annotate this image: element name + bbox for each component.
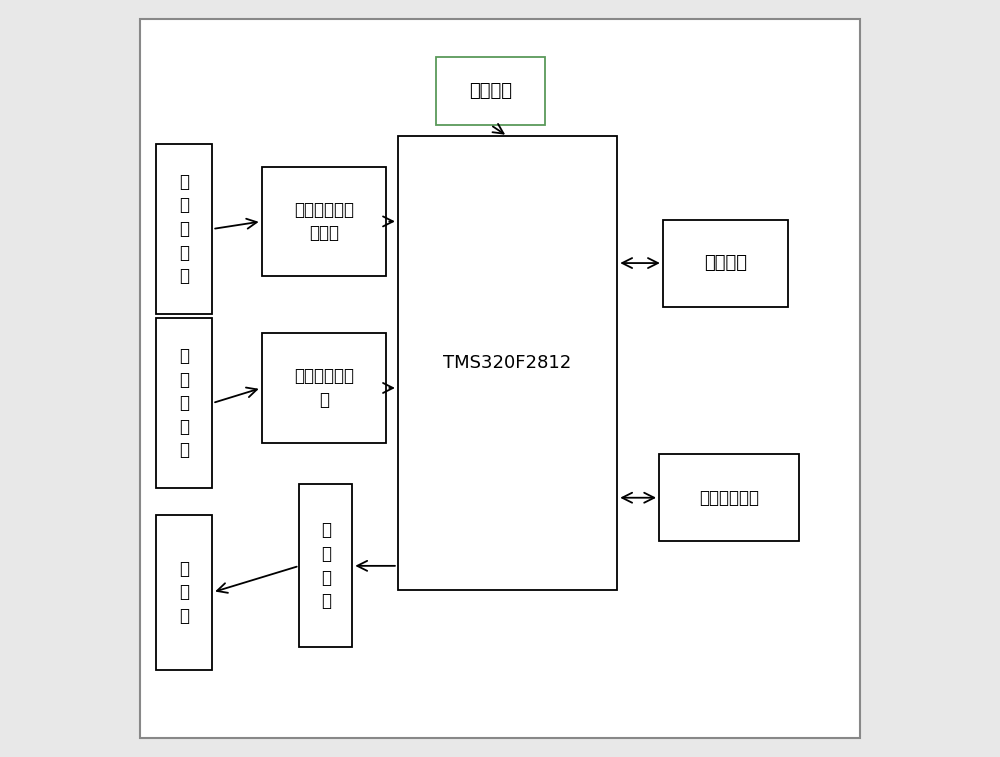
Bar xyxy=(262,167,386,276)
Text: 电源模块: 电源模块 xyxy=(469,82,512,100)
Text: 通信模块: 通信模块 xyxy=(704,254,747,272)
Text: TMS320F2812: TMS320F2812 xyxy=(443,354,572,372)
Bar xyxy=(299,484,352,647)
Bar xyxy=(156,515,212,670)
Bar xyxy=(436,57,545,125)
Text: 开
关
量
信
号: 开 关 量 信 号 xyxy=(179,347,189,459)
Bar xyxy=(262,333,386,443)
Text: 人机界面模块: 人机界面模块 xyxy=(699,489,759,506)
Bar xyxy=(156,318,212,488)
Text: 模
拟
量
信
号: 模 拟 量 信 号 xyxy=(179,173,189,285)
Bar xyxy=(156,144,212,314)
Text: 开关量采集模
块: 开关量采集模 块 xyxy=(294,367,354,409)
Text: 断
路
器: 断 路 器 xyxy=(179,559,189,625)
Text: 模拟量采集调
理模块: 模拟量采集调 理模块 xyxy=(294,201,354,242)
Bar xyxy=(659,454,799,541)
Text: 驱
动
系
统: 驱 动 系 统 xyxy=(321,522,331,610)
Bar xyxy=(663,220,788,307)
Bar xyxy=(398,136,617,590)
